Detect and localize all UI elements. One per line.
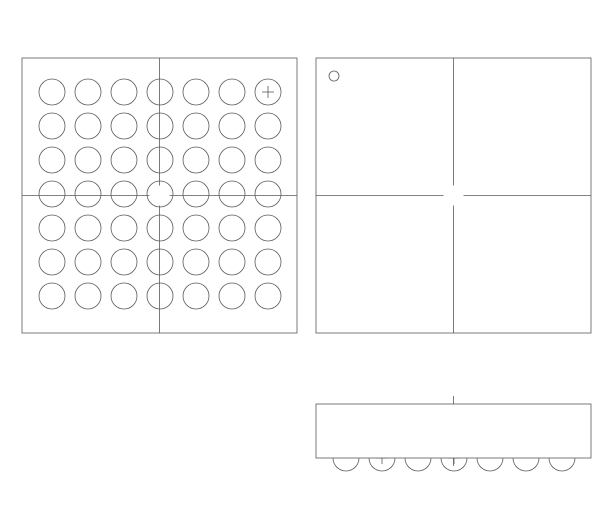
ball-pad <box>111 113 137 139</box>
ball-pad <box>255 113 281 139</box>
ball-pad <box>219 147 245 173</box>
ball-pad <box>255 181 281 207</box>
ball-pad <box>111 79 137 105</box>
ball-pad <box>219 79 245 105</box>
ball-pad <box>219 283 245 309</box>
ball-pad <box>111 181 137 207</box>
side-view <box>316 396 591 466</box>
bottom-view <box>316 58 591 333</box>
ball-pad <box>75 147 101 173</box>
engineering-drawing <box>0 0 600 531</box>
ball-pad <box>111 283 137 309</box>
ball-pad <box>219 215 245 241</box>
ball-pad <box>39 113 65 139</box>
ball-pad <box>255 215 281 241</box>
ball-pad <box>255 283 281 309</box>
ball-pad <box>147 181 173 207</box>
ball-pad <box>183 215 209 241</box>
ball-pad <box>39 79 65 105</box>
ball-pad <box>75 181 101 207</box>
ball-pad <box>147 147 173 173</box>
ball-pad <box>75 79 101 105</box>
ball-pad <box>111 249 137 275</box>
ball-pad <box>219 181 245 207</box>
ball-pad <box>219 113 245 139</box>
pin1-dot <box>329 71 339 81</box>
ball-pad <box>75 215 101 241</box>
ball-pad <box>147 215 173 241</box>
ball-pad <box>183 283 209 309</box>
ball-pad <box>183 147 209 173</box>
ball-pad <box>183 249 209 275</box>
ball-pad <box>183 79 209 105</box>
side-balls <box>333 445 575 471</box>
ball-pad <box>39 181 65 207</box>
ball-pad <box>183 113 209 139</box>
ball-pad <box>75 249 101 275</box>
ball-pad <box>147 113 173 139</box>
ball-pad <box>255 147 281 173</box>
top-view <box>22 58 297 333</box>
ball-pad <box>111 215 137 241</box>
ball-pad <box>111 147 137 173</box>
ball-pad <box>39 283 65 309</box>
ball-pad <box>219 249 245 275</box>
ball-pad <box>255 249 281 275</box>
ball-pad <box>39 147 65 173</box>
ball-pad <box>39 215 65 241</box>
ball-pad <box>147 283 173 309</box>
ball-pad <box>75 283 101 309</box>
ball-pad <box>183 181 209 207</box>
ball-pad <box>147 249 173 275</box>
ball-pad <box>147 79 173 105</box>
ball-pad <box>75 113 101 139</box>
ball-pad <box>39 249 65 275</box>
